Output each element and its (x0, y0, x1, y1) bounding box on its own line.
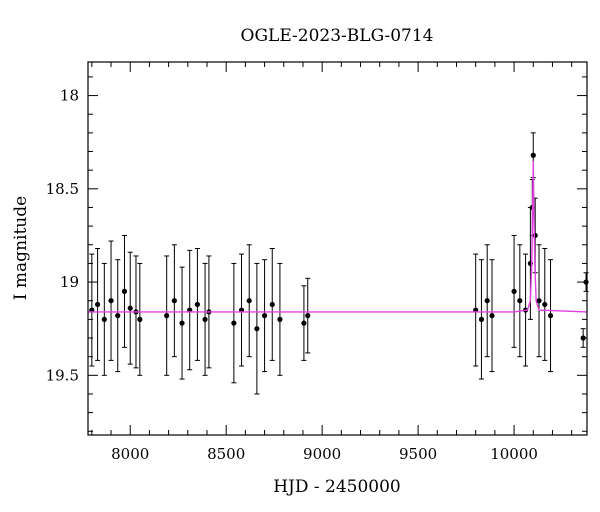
data-point (137, 262, 143, 376)
data-point (277, 262, 283, 376)
y-axis-label: I magnitude (11, 196, 31, 300)
x-tick-label: 10000 (490, 445, 538, 463)
data-point (484, 244, 490, 358)
plot-frame (87, 61, 588, 436)
chart-title: OGLE-2023-BLG-0714 (241, 26, 434, 46)
data-point (489, 259, 495, 373)
data-point (187, 249, 193, 371)
data-point (164, 255, 170, 376)
data-point (269, 248, 275, 361)
y-tick-label: 18.5 (46, 180, 79, 198)
data-point (127, 251, 133, 365)
data-point (536, 244, 542, 358)
y-tick-label: 19.5 (46, 366, 79, 384)
plot-area (88, 132, 589, 395)
data-point (89, 253, 95, 367)
data-point (171, 244, 177, 358)
data-point (115, 259, 121, 373)
data-point (547, 259, 554, 373)
y-tick-label: 19 (60, 273, 79, 291)
y-tick-label: 18 (60, 87, 79, 105)
data-point (511, 234, 517, 348)
data-point (478, 259, 485, 380)
x-tick-label: 8000 (111, 445, 149, 463)
data-point (261, 259, 268, 373)
data-point (254, 262, 260, 395)
data-point (194, 248, 200, 361)
data-point (202, 262, 208, 376)
data-point (517, 244, 523, 358)
data-point (473, 253, 479, 367)
data-point (179, 266, 185, 380)
data-point (246, 244, 252, 358)
x-tick-label: 9500 (399, 445, 437, 463)
data-point (108, 240, 114, 361)
x-axis: 8000 8500 9000 9500 10000 (91, 62, 573, 463)
data-point (231, 262, 237, 384)
y-axis: 18 18.5 19 19.5 (46, 76, 587, 432)
x-tick-label: 9000 (303, 445, 341, 463)
x-axis-label: HJD - 2450000 (273, 477, 401, 497)
data-point (94, 248, 101, 361)
data-point (101, 262, 107, 376)
data-point (238, 253, 245, 367)
x-tick-label: 8500 (207, 445, 245, 463)
model-curve (88, 160, 588, 313)
data-point (301, 285, 307, 361)
data-point (121, 234, 128, 348)
data-point (542, 248, 548, 361)
data-point (305, 277, 311, 354)
